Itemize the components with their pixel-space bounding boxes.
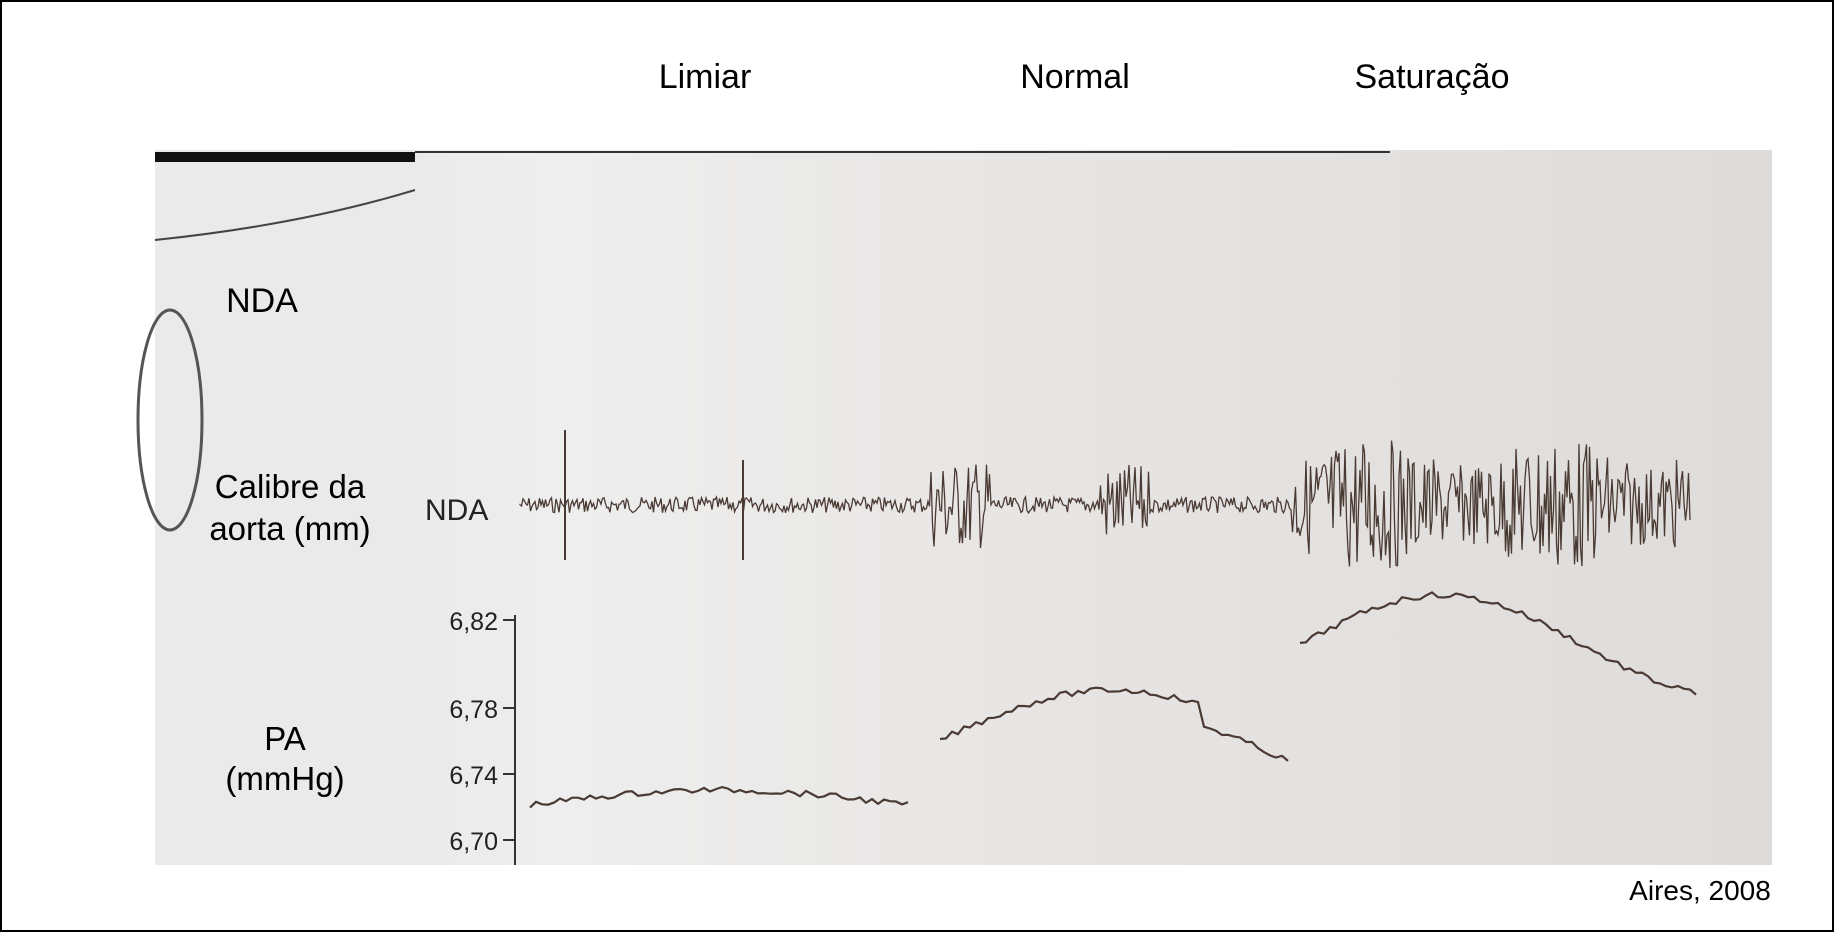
axis-tick-label: 6,78 xyxy=(449,696,498,724)
pressure-trace xyxy=(529,785,909,809)
axis-tick-label: 6,74 xyxy=(449,762,498,790)
scan-curve xyxy=(154,189,416,241)
row-label: NDA xyxy=(226,282,298,320)
traces xyxy=(519,430,1697,809)
scan-left-strip xyxy=(155,150,415,865)
scan-edge xyxy=(155,152,415,162)
column-label: Normal xyxy=(1020,58,1130,96)
scan-circle xyxy=(136,308,204,532)
pressure-trace xyxy=(1299,591,1697,696)
row-label: (mmHg) xyxy=(225,760,344,797)
axis-tick-label: 6,82 xyxy=(449,608,498,636)
row-label: Calibre da xyxy=(215,468,366,505)
credit: Aires, 2008 xyxy=(1629,875,1771,906)
column-label: Saturação xyxy=(1355,58,1510,96)
row-label: aorta (mm) xyxy=(209,510,370,547)
column-label: Limiar xyxy=(659,58,752,96)
trace-label: NDA xyxy=(425,494,488,527)
axis-ticks: 6,82 6,78 6,74 6,70 xyxy=(449,608,515,856)
axis-tick-label: 6,70 xyxy=(449,828,498,856)
pressure-trace xyxy=(939,686,1289,762)
nerve-trace xyxy=(519,440,1691,568)
row-label: PA xyxy=(264,720,306,757)
